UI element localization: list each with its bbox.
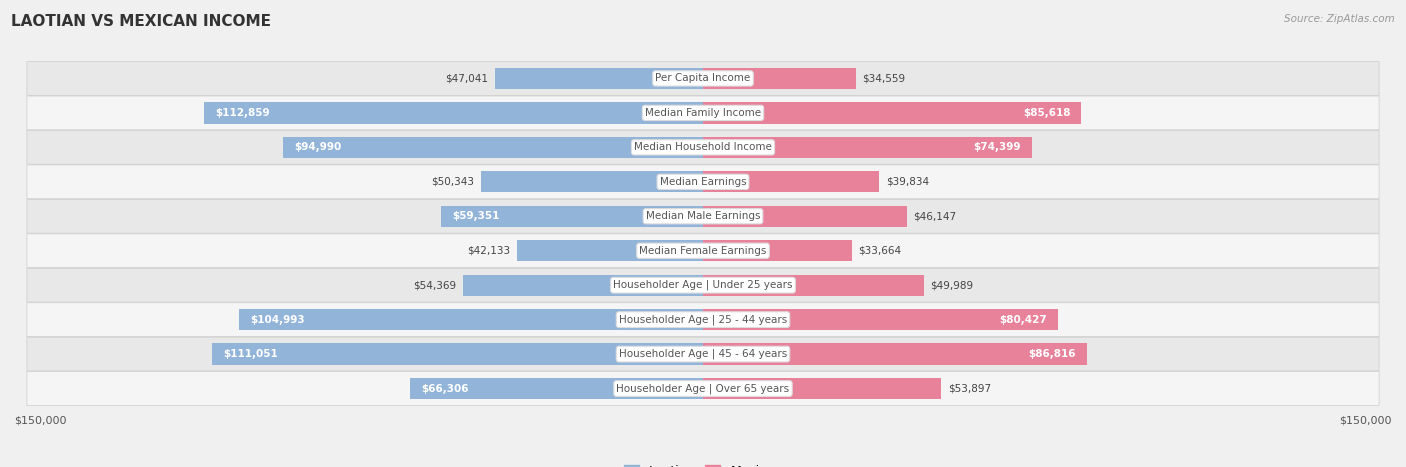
FancyBboxPatch shape [27,337,1379,371]
FancyBboxPatch shape [27,96,1379,130]
Bar [703,137,1032,158]
Text: Median Earnings: Median Earnings [659,177,747,187]
Bar [481,171,703,192]
Bar [703,240,852,262]
Bar [703,205,907,227]
Text: $42,133: $42,133 [467,246,510,256]
FancyBboxPatch shape [27,269,1379,302]
Text: $104,993: $104,993 [250,315,305,325]
Text: $66,306: $66,306 [420,383,468,394]
Text: Median Household Income: Median Household Income [634,142,772,152]
Text: $94,990: $94,990 [294,142,342,152]
Bar [703,171,879,192]
Text: $46,147: $46,147 [914,211,956,221]
FancyBboxPatch shape [27,130,1379,164]
Text: Median Male Earnings: Median Male Earnings [645,211,761,221]
Text: $33,664: $33,664 [859,246,901,256]
FancyBboxPatch shape [27,234,1379,268]
Text: $112,859: $112,859 [215,108,270,118]
Legend: Laotian, Mexican: Laotian, Mexican [619,460,787,467]
Text: Householder Age | Over 65 years: Householder Age | Over 65 years [616,383,790,394]
Text: Source: ZipAtlas.com: Source: ZipAtlas.com [1284,14,1395,24]
Bar [703,343,1087,365]
Bar [703,102,1081,124]
Text: Householder Age | 45 - 64 years: Householder Age | 45 - 64 years [619,349,787,359]
Text: $80,427: $80,427 [1000,315,1047,325]
FancyBboxPatch shape [27,62,1379,95]
Text: $53,897: $53,897 [948,383,991,394]
FancyBboxPatch shape [27,303,1379,337]
Bar [411,378,703,399]
Bar [703,378,941,399]
Text: $74,399: $74,399 [973,142,1021,152]
Bar [463,275,703,296]
Text: LAOTIAN VS MEXICAN INCOME: LAOTIAN VS MEXICAN INCOME [11,14,271,29]
Bar [440,205,703,227]
Text: $50,343: $50,343 [430,177,474,187]
Text: Median Family Income: Median Family Income [645,108,761,118]
Bar [703,309,1059,330]
Text: Householder Age | 25 - 44 years: Householder Age | 25 - 44 years [619,314,787,325]
Text: $54,369: $54,369 [413,280,456,290]
Text: Median Female Earnings: Median Female Earnings [640,246,766,256]
Text: $59,351: $59,351 [451,211,499,221]
Bar [703,275,924,296]
Bar [283,137,703,158]
FancyBboxPatch shape [27,372,1379,405]
Text: $111,051: $111,051 [224,349,278,359]
Text: $34,559: $34,559 [862,73,905,84]
Text: $47,041: $47,041 [446,73,488,84]
Text: Householder Age | Under 25 years: Householder Age | Under 25 years [613,280,793,290]
Bar [495,68,703,89]
Bar [703,68,856,89]
Text: $49,989: $49,989 [931,280,973,290]
Text: Per Capita Income: Per Capita Income [655,73,751,84]
FancyBboxPatch shape [27,199,1379,233]
Bar [517,240,703,262]
FancyBboxPatch shape [27,165,1379,198]
Bar [204,102,703,124]
Bar [212,343,703,365]
Text: $86,816: $86,816 [1028,349,1076,359]
Text: $39,834: $39,834 [886,177,929,187]
Bar [239,309,703,330]
Text: $85,618: $85,618 [1022,108,1070,118]
